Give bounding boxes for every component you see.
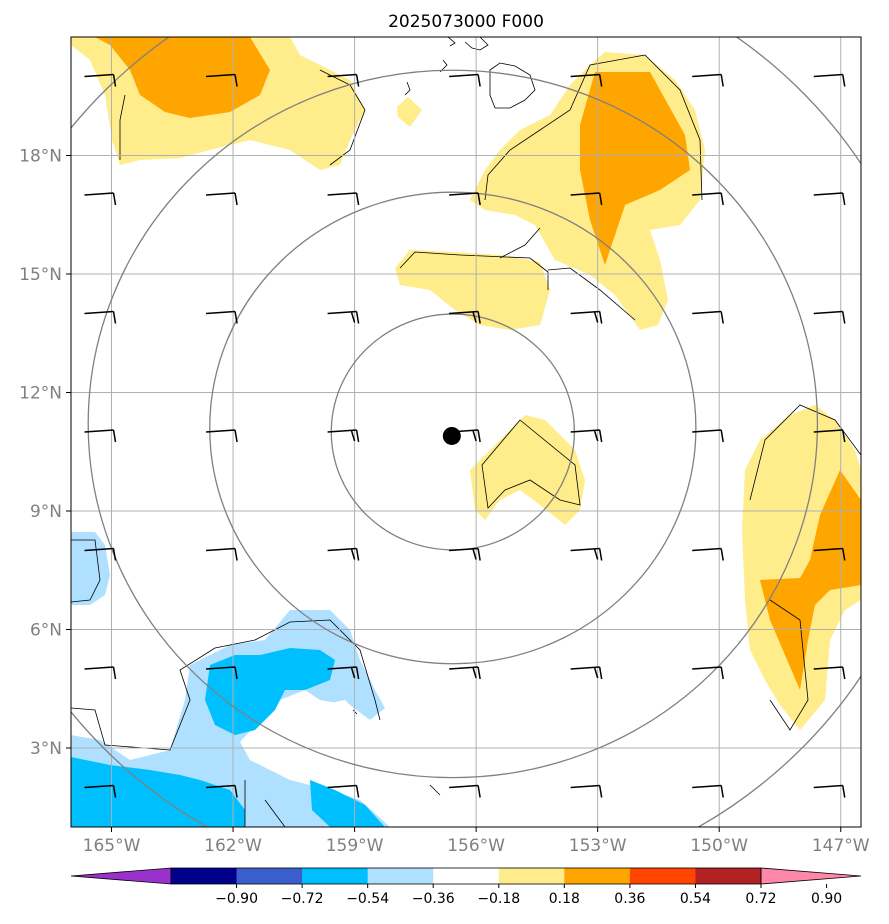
wind-barb bbox=[692, 192, 724, 206]
wind-barb bbox=[84, 310, 117, 324]
wind-barb bbox=[449, 547, 481, 561]
range-ring-2 bbox=[87, 69, 819, 779]
wind-barb bbox=[570, 73, 603, 87]
plot-frame bbox=[70, 36, 862, 828]
lon-tick-label-1: 162°W bbox=[204, 836, 262, 856]
colorbar-tick-label-0: −0.90 bbox=[215, 891, 258, 907]
wind-barb bbox=[692, 429, 724, 443]
wind-barb bbox=[813, 429, 846, 443]
wind-barb bbox=[692, 784, 724, 798]
colorbar-tick-label-7: 0.54 bbox=[680, 891, 711, 907]
wind-barb bbox=[205, 547, 238, 561]
colorbar-segment bbox=[564, 868, 631, 884]
wind-barb bbox=[327, 666, 360, 680]
wind-barb bbox=[205, 73, 238, 87]
map-title: 2025073000 F000 bbox=[388, 12, 544, 32]
colorbar-tick-label-3: −0.36 bbox=[412, 891, 455, 907]
coastlines bbox=[71, 37, 861, 827]
wind-barb bbox=[84, 547, 117, 561]
wind-barb bbox=[327, 784, 360, 798]
wind-barb bbox=[84, 73, 117, 87]
wind-barb bbox=[84, 666, 117, 680]
lat-tick-label-1: 6°N bbox=[30, 621, 62, 641]
colorbar: −0.90 −0.72 −0.54 −0.36 −0.18 0.18 0.36 0.54 0.7… bbox=[70, 867, 862, 907]
wind-barb bbox=[84, 192, 117, 206]
storm-center-marker bbox=[442, 426, 461, 445]
lon-tick-label-5: 150°W bbox=[690, 836, 748, 856]
wind-barb bbox=[449, 666, 481, 680]
colorbar-segment bbox=[629, 868, 696, 884]
colorbar-segment bbox=[367, 868, 434, 884]
wind-barb bbox=[813, 547, 846, 561]
colorbar-tick-label-6: 0.36 bbox=[614, 891, 645, 907]
wind-barb bbox=[570, 192, 603, 206]
wind-barb bbox=[570, 784, 603, 798]
wind-barb bbox=[570, 310, 603, 324]
wind-barb bbox=[692, 547, 724, 561]
wind-barb bbox=[813, 73, 846, 87]
map-area bbox=[71, 37, 861, 827]
colorbar-segment bbox=[695, 868, 762, 884]
wind-barb bbox=[327, 192, 360, 206]
lon-tick-label-3: 156°W bbox=[447, 836, 505, 856]
colorbar-extend-low bbox=[70, 867, 172, 885]
colorbar-segment bbox=[498, 868, 565, 884]
colorbar-tick-label-2: −0.54 bbox=[346, 891, 389, 907]
negative-anomaly-fill bbox=[71, 532, 390, 827]
colorbar-segment bbox=[236, 868, 303, 884]
lon-tick-label-0: 165°W bbox=[83, 836, 141, 856]
colorbar-tick-label-9: 0.90 bbox=[811, 891, 842, 907]
wind-barb bbox=[327, 547, 360, 561]
wind-barb bbox=[449, 310, 481, 324]
latitude-axis: 3°N 6°N 9°N 12°N 15°N 18°N bbox=[19, 147, 71, 759]
colorbar-tick-label-1: −0.72 bbox=[281, 891, 324, 907]
lon-tick-label-6: 147°W bbox=[812, 836, 870, 856]
colorbar-tick-label-4: −0.18 bbox=[477, 891, 520, 907]
wind-barb bbox=[570, 666, 603, 680]
wind-barb bbox=[205, 784, 238, 798]
colorbar-extend-high bbox=[760, 867, 862, 885]
wind-barb bbox=[327, 73, 360, 87]
wind-barb bbox=[327, 429, 360, 443]
lat-tick-label-0: 3°N bbox=[30, 739, 62, 759]
wind-barb bbox=[570, 429, 603, 443]
wind-barb bbox=[205, 310, 238, 324]
wind-barb bbox=[205, 429, 238, 443]
lon-tick-label-4: 153°W bbox=[569, 836, 627, 856]
wind-barb bbox=[84, 429, 117, 443]
wind-barb bbox=[449, 192, 481, 206]
wind-barb bbox=[813, 784, 846, 798]
lon-tick-label-2: 159°W bbox=[326, 836, 384, 856]
colorbar-segment bbox=[302, 868, 369, 884]
range-ring-1 bbox=[209, 191, 697, 665]
wind-barb bbox=[692, 310, 724, 324]
positive-anomaly-fill bbox=[71, 37, 861, 730]
colorbar-tick-label-8: 0.72 bbox=[745, 891, 776, 907]
longitude-axis: 165°W 162°W 159°W 156°W 153°W 150°W 147°W bbox=[83, 827, 870, 856]
lat-tick-label-2: 9°N bbox=[30, 502, 62, 522]
wind-barb bbox=[449, 73, 481, 87]
colorbar-tick-label-5: 0.18 bbox=[549, 891, 580, 907]
wind-barb bbox=[327, 310, 360, 324]
wind-barb bbox=[813, 666, 846, 680]
wind-barb bbox=[813, 192, 846, 206]
wind-barb bbox=[570, 547, 603, 561]
wind-barb bbox=[449, 784, 481, 798]
wind-barb bbox=[692, 666, 724, 680]
colorbar-segment bbox=[433, 868, 500, 884]
gridlines bbox=[71, 37, 861, 827]
wind-barb bbox=[692, 73, 724, 87]
wind-barb bbox=[205, 192, 238, 206]
lat-tick-label-3: 12°N bbox=[19, 384, 62, 404]
lat-tick-label-5: 18°N bbox=[19, 147, 62, 167]
lat-tick-label-4: 15°N bbox=[19, 265, 62, 285]
wind-barb bbox=[813, 310, 846, 324]
colorbar-segment bbox=[171, 868, 238, 884]
wind-barbs bbox=[84, 73, 846, 798]
wind-barb bbox=[84, 784, 117, 798]
wind-barb bbox=[205, 666, 238, 680]
